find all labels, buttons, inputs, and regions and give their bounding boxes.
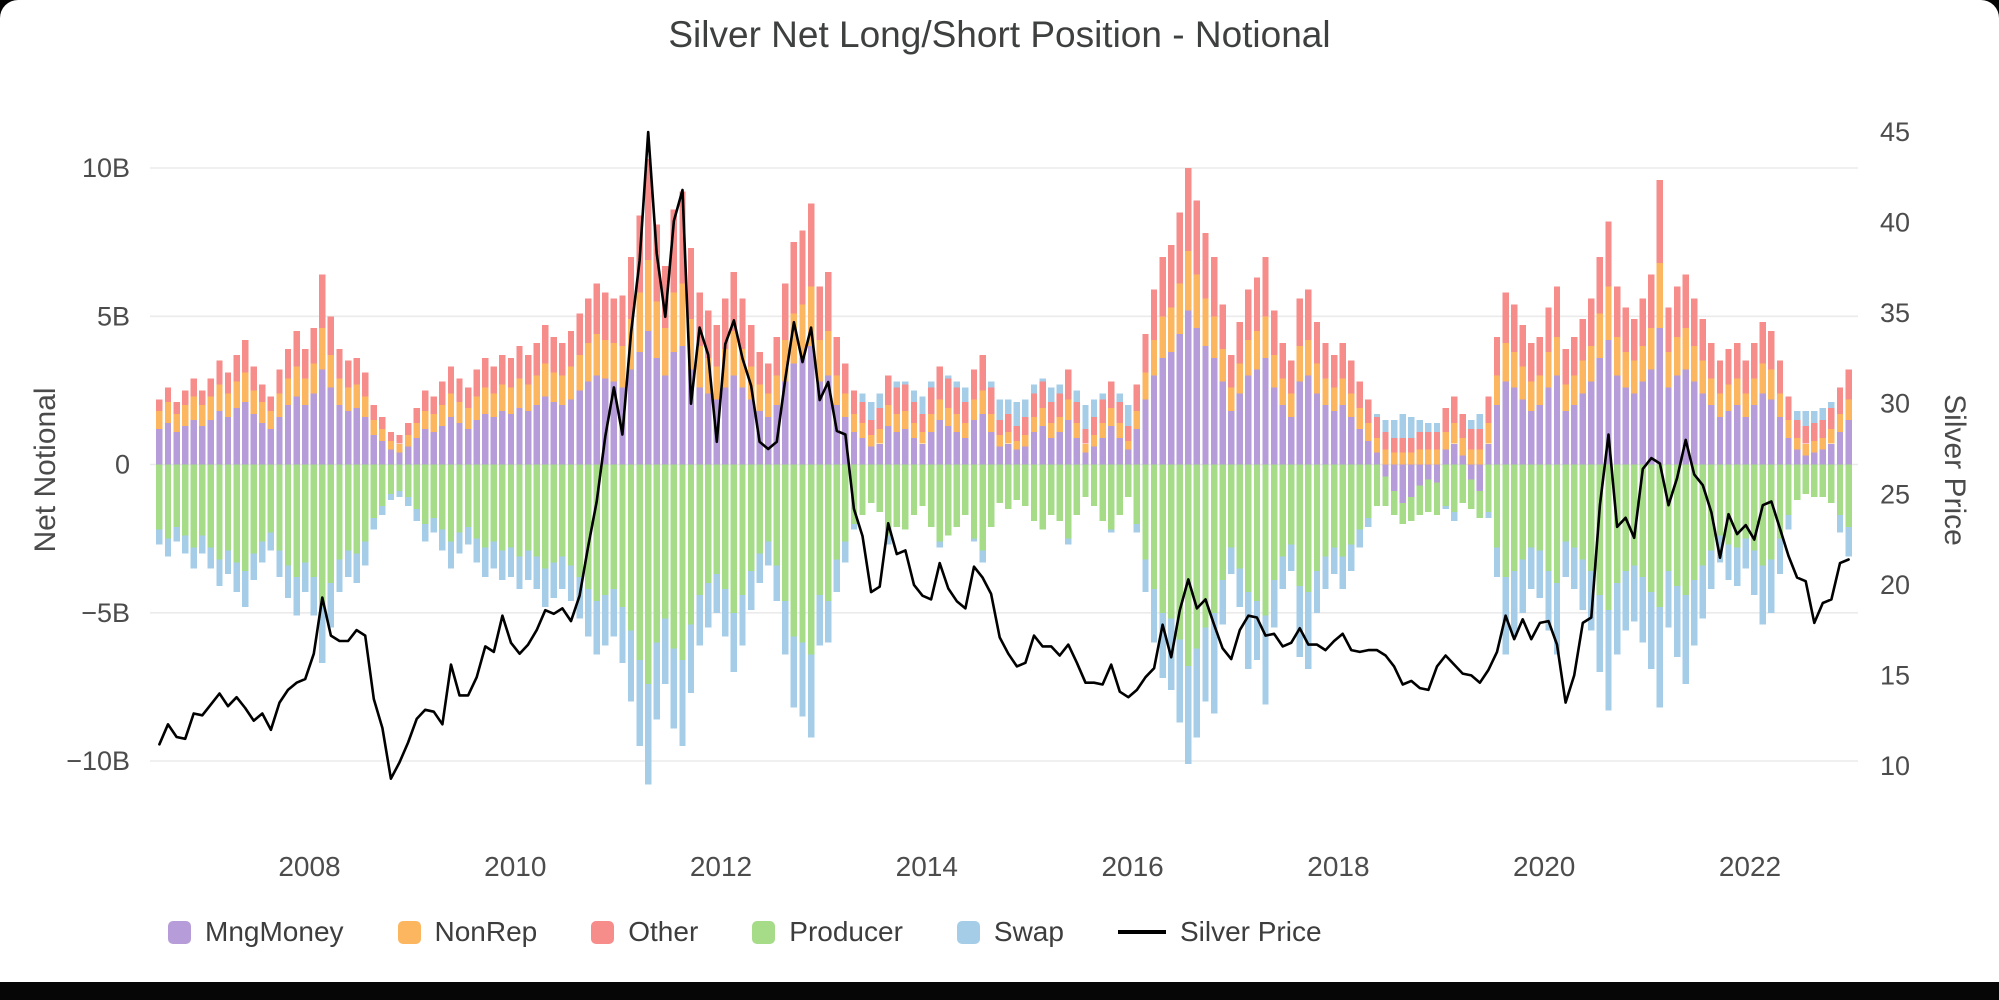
svg-text:2022: 2022 (1719, 851, 1781, 882)
chart-legend: MngMoney NonRep Other Producer Swap Silver Pr… (168, 916, 1322, 948)
legend-item-mngmoney[interactable]: MngMoney (168, 916, 344, 948)
legend-item-producer[interactable]: Producer (752, 916, 903, 948)
svg-text:2014: 2014 (896, 851, 958, 882)
legend-item-silver-price[interactable]: Silver Price (1117, 916, 1322, 948)
svg-text:25: 25 (1880, 479, 1910, 509)
svg-text:2018: 2018 (1307, 851, 1369, 882)
chart-title: Silver Net Long/Short Position - Notiona… (668, 14, 1331, 55)
svg-text:20: 20 (1880, 570, 1910, 600)
svg-text:30: 30 (1880, 389, 1910, 419)
svg-text:10B: 10B (82, 153, 130, 183)
svg-text:35: 35 (1880, 298, 1910, 328)
svg-text:2008: 2008 (278, 851, 340, 882)
legend-swatch (752, 920, 776, 944)
svg-text:2020: 2020 (1513, 851, 1575, 882)
legend-swatch (591, 920, 615, 944)
svg-text:45: 45 (1880, 117, 1910, 147)
legend-line-swatch (1117, 930, 1166, 934)
legend-label: MngMoney (205, 916, 344, 947)
svg-text:−5B: −5B (81, 598, 130, 628)
legend-swatch (168, 920, 191, 944)
legend-label: Other (628, 916, 699, 947)
legend-swatch (397, 920, 421, 944)
legend-label: Producer (789, 916, 903, 947)
svg-text:2012: 2012 (690, 851, 752, 882)
legend-label: NonRep (434, 916, 538, 947)
svg-text:2016: 2016 (1101, 851, 1163, 882)
legend-swatch (956, 920, 980, 944)
svg-text:5B: 5B (97, 301, 130, 331)
svg-text:40: 40 (1880, 208, 1910, 238)
legend-item-nonrep[interactable]: NonRep (397, 916, 538, 948)
legend-label: Swap (993, 916, 1064, 947)
legend-item-other[interactable]: Other (591, 916, 698, 948)
svg-text:0: 0 (115, 450, 130, 480)
bottom-bar (0, 982, 1999, 1000)
svg-text:2010: 2010 (484, 851, 546, 882)
svg-text:10: 10 (1880, 751, 1910, 781)
svg-text:15: 15 (1880, 660, 1910, 690)
legend-label: Silver Price (1179, 916, 1322, 947)
svg-text:−10B: −10B (66, 746, 130, 776)
legend-item-swap[interactable]: Swap (956, 916, 1064, 948)
